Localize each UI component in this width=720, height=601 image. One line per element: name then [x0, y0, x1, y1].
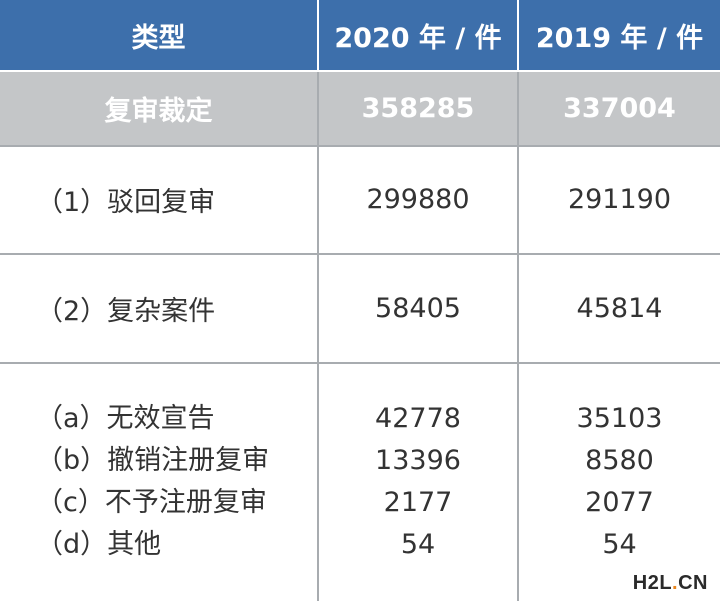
sub-values-2020-cell: 42778 13396 2177 54: [317, 361, 519, 601]
sub-values-2019-cell: 35103 8580 2077 54: [517, 361, 720, 601]
header-2019: 2019 年 / 件: [517, 0, 720, 73]
sub-value-2020: 13396: [375, 445, 461, 477]
watermark-suffix: CN: [678, 572, 708, 594]
sub-labels-cell: （a）无效宣告 （b）撤销注册复审 （c）不予注册复审 （d）其他: [0, 361, 319, 601]
sub-value-2019: 8580: [585, 445, 654, 477]
row-value-2020: 58405: [317, 253, 519, 364]
site-watermark: H2L.CN: [633, 572, 708, 595]
sub-value-2020: 2177: [383, 487, 453, 519]
watermark-dot: .: [672, 572, 679, 594]
summary-2019: 337004: [517, 70, 720, 147]
sub-value-2019: 35103: [576, 403, 663, 435]
row-label: （1）驳回复审: [0, 144, 319, 256]
header-2020: 2020 年 / 件: [317, 0, 519, 73]
sub-value-2019: 2077: [585, 487, 654, 519]
sub-value-2019: 54: [602, 529, 637, 561]
summary-2020: 358285: [317, 70, 519, 147]
row-value-2019: 45814: [517, 253, 720, 364]
summary-label: 复审裁定: [0, 70, 319, 147]
row-label: （2）复杂案件: [0, 253, 319, 364]
row-value-2019: 291190: [517, 144, 720, 256]
sub-value-2020: 42778: [375, 403, 461, 435]
sub-label: （a）无效宣告: [36, 403, 215, 435]
sub-value-2020: 54: [400, 529, 436, 561]
sub-category-row: （a）无效宣告 （b）撤销注册复审 （c）不予注册复审 （d）其他 42778 …: [0, 361, 720, 601]
sub-label: （d）其他: [36, 529, 162, 561]
header-row: 类型 2020 年 / 件 2019 年 / 件: [0, 0, 720, 73]
header-type: 类型: [0, 0, 319, 73]
sub-label: （b）撤销注册复审: [36, 445, 270, 477]
watermark-prefix: H2L: [632, 572, 673, 594]
sub-label: （c）不予注册复审: [36, 487, 267, 519]
row-value-2020: 299880: [317, 144, 519, 256]
table-row: （2）复杂案件 58405 45814: [0, 253, 720, 364]
summary-row: 复审裁定 358285 337004: [0, 70, 720, 147]
table-row: （1）驳回复审 299880 291190: [0, 144, 720, 256]
